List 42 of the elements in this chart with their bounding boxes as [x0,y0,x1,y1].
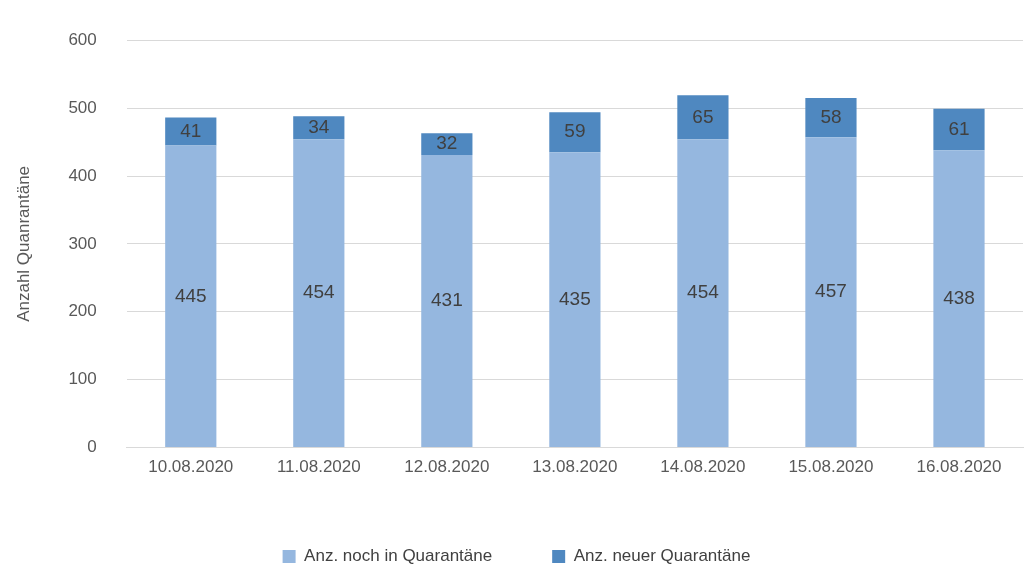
bar [293,139,345,448]
x-tick-label: 15.08.2020 [788,457,874,477]
y-tick-label: 600 [68,29,97,49]
bar [805,97,857,138]
x-tick-label: 13.08.2020 [532,457,618,477]
y-axis-title: Anzahl Quanrantäne [13,165,33,322]
data-label: 65 [692,105,714,127]
data-label: 58 [820,105,842,127]
bar [677,139,729,448]
bar [933,150,985,448]
data-label: 445 [174,284,207,306]
data-label: 454 [687,281,720,303]
bar [549,112,601,153]
y-tick-label: 0 [87,437,97,457]
data-label: 34 [308,116,330,138]
legend-label: Anz. neuer Quarantäne [573,546,751,566]
data-label: 438 [943,286,975,308]
y-tick-label: 400 [68,165,97,185]
y-tick-label: 500 [68,97,97,117]
x-tick-label: 14.08.2020 [660,457,746,477]
x-tick-label: 12.08.2020 [404,457,490,477]
data-label: 41 [180,119,202,141]
y-tick-label: 200 [68,301,97,321]
x-tick-label: 11.08.2020 [276,457,361,477]
bar [421,154,473,448]
data-label: 59 [564,120,586,142]
x-tick-label: 16.08.2020 [916,457,1002,477]
data-label: 454 [302,281,336,303]
bar [549,152,601,448]
data-label: 435 [559,287,591,309]
data-label: 32 [436,132,458,154]
data-label: 431 [431,289,463,311]
bar [933,108,985,151]
x-tick-label: 10.08.2020 [148,457,234,477]
bar [805,137,857,448]
legend-label: Anz. noch in Quarantäne [304,546,493,566]
data-label: 457 [815,280,847,302]
y-tick-label: 300 [68,233,97,253]
bar [165,145,217,448]
data-label: 61 [948,117,970,139]
y-tick-label: 100 [68,369,97,389]
bar [677,95,729,140]
